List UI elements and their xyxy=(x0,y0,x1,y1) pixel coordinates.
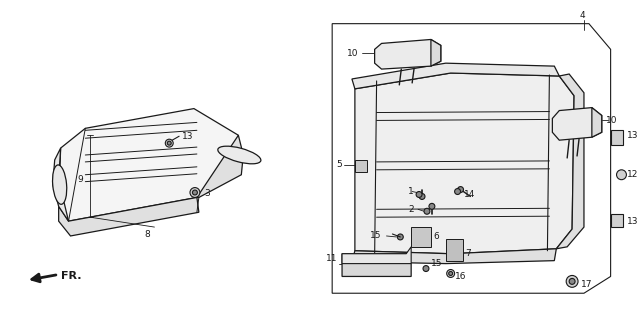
Text: FR.: FR. xyxy=(61,271,81,281)
Polygon shape xyxy=(411,227,431,247)
Text: 16: 16 xyxy=(454,272,466,281)
Text: 15: 15 xyxy=(370,231,381,240)
Circle shape xyxy=(458,187,463,193)
Circle shape xyxy=(616,170,627,180)
Circle shape xyxy=(429,203,435,209)
Polygon shape xyxy=(611,130,623,145)
Circle shape xyxy=(566,275,578,287)
Polygon shape xyxy=(352,63,559,89)
Text: 5: 5 xyxy=(336,160,342,169)
Polygon shape xyxy=(431,40,441,66)
Circle shape xyxy=(454,188,461,194)
Circle shape xyxy=(416,192,422,197)
Text: 12: 12 xyxy=(627,170,639,179)
Polygon shape xyxy=(592,108,602,137)
Polygon shape xyxy=(332,24,611,293)
Text: 13: 13 xyxy=(182,132,193,141)
Text: 13: 13 xyxy=(627,131,639,140)
Polygon shape xyxy=(445,239,463,261)
Text: 11: 11 xyxy=(326,254,337,263)
Text: 13: 13 xyxy=(627,217,639,226)
Polygon shape xyxy=(197,135,243,197)
Polygon shape xyxy=(352,249,556,264)
Text: 2: 2 xyxy=(408,205,414,214)
Text: 10: 10 xyxy=(605,116,617,125)
Text: 7: 7 xyxy=(465,249,471,258)
Circle shape xyxy=(423,265,429,272)
Circle shape xyxy=(190,188,200,197)
Polygon shape xyxy=(52,148,68,221)
Polygon shape xyxy=(556,74,584,249)
Circle shape xyxy=(193,190,197,195)
Text: 4: 4 xyxy=(579,11,585,20)
Circle shape xyxy=(424,208,430,214)
Polygon shape xyxy=(342,247,411,264)
Text: 6: 6 xyxy=(433,232,438,241)
Circle shape xyxy=(447,269,454,277)
Circle shape xyxy=(397,234,403,240)
Polygon shape xyxy=(59,197,199,236)
Polygon shape xyxy=(342,254,411,277)
Circle shape xyxy=(165,139,173,147)
Polygon shape xyxy=(355,73,574,254)
Ellipse shape xyxy=(52,165,67,204)
Polygon shape xyxy=(374,40,441,69)
Text: 8: 8 xyxy=(145,231,150,239)
Text: 3: 3 xyxy=(204,189,209,198)
Polygon shape xyxy=(355,160,367,172)
Text: 9: 9 xyxy=(77,175,83,184)
Polygon shape xyxy=(59,108,238,221)
Text: 15: 15 xyxy=(431,259,442,268)
Circle shape xyxy=(167,141,172,145)
Circle shape xyxy=(419,193,425,199)
Text: 1: 1 xyxy=(408,187,414,196)
Polygon shape xyxy=(552,108,602,140)
Circle shape xyxy=(569,278,575,284)
Ellipse shape xyxy=(218,146,261,164)
Text: 10: 10 xyxy=(348,49,359,58)
Text: 14: 14 xyxy=(463,190,475,199)
Text: 17: 17 xyxy=(581,280,593,289)
Circle shape xyxy=(449,272,452,275)
Polygon shape xyxy=(611,214,623,227)
